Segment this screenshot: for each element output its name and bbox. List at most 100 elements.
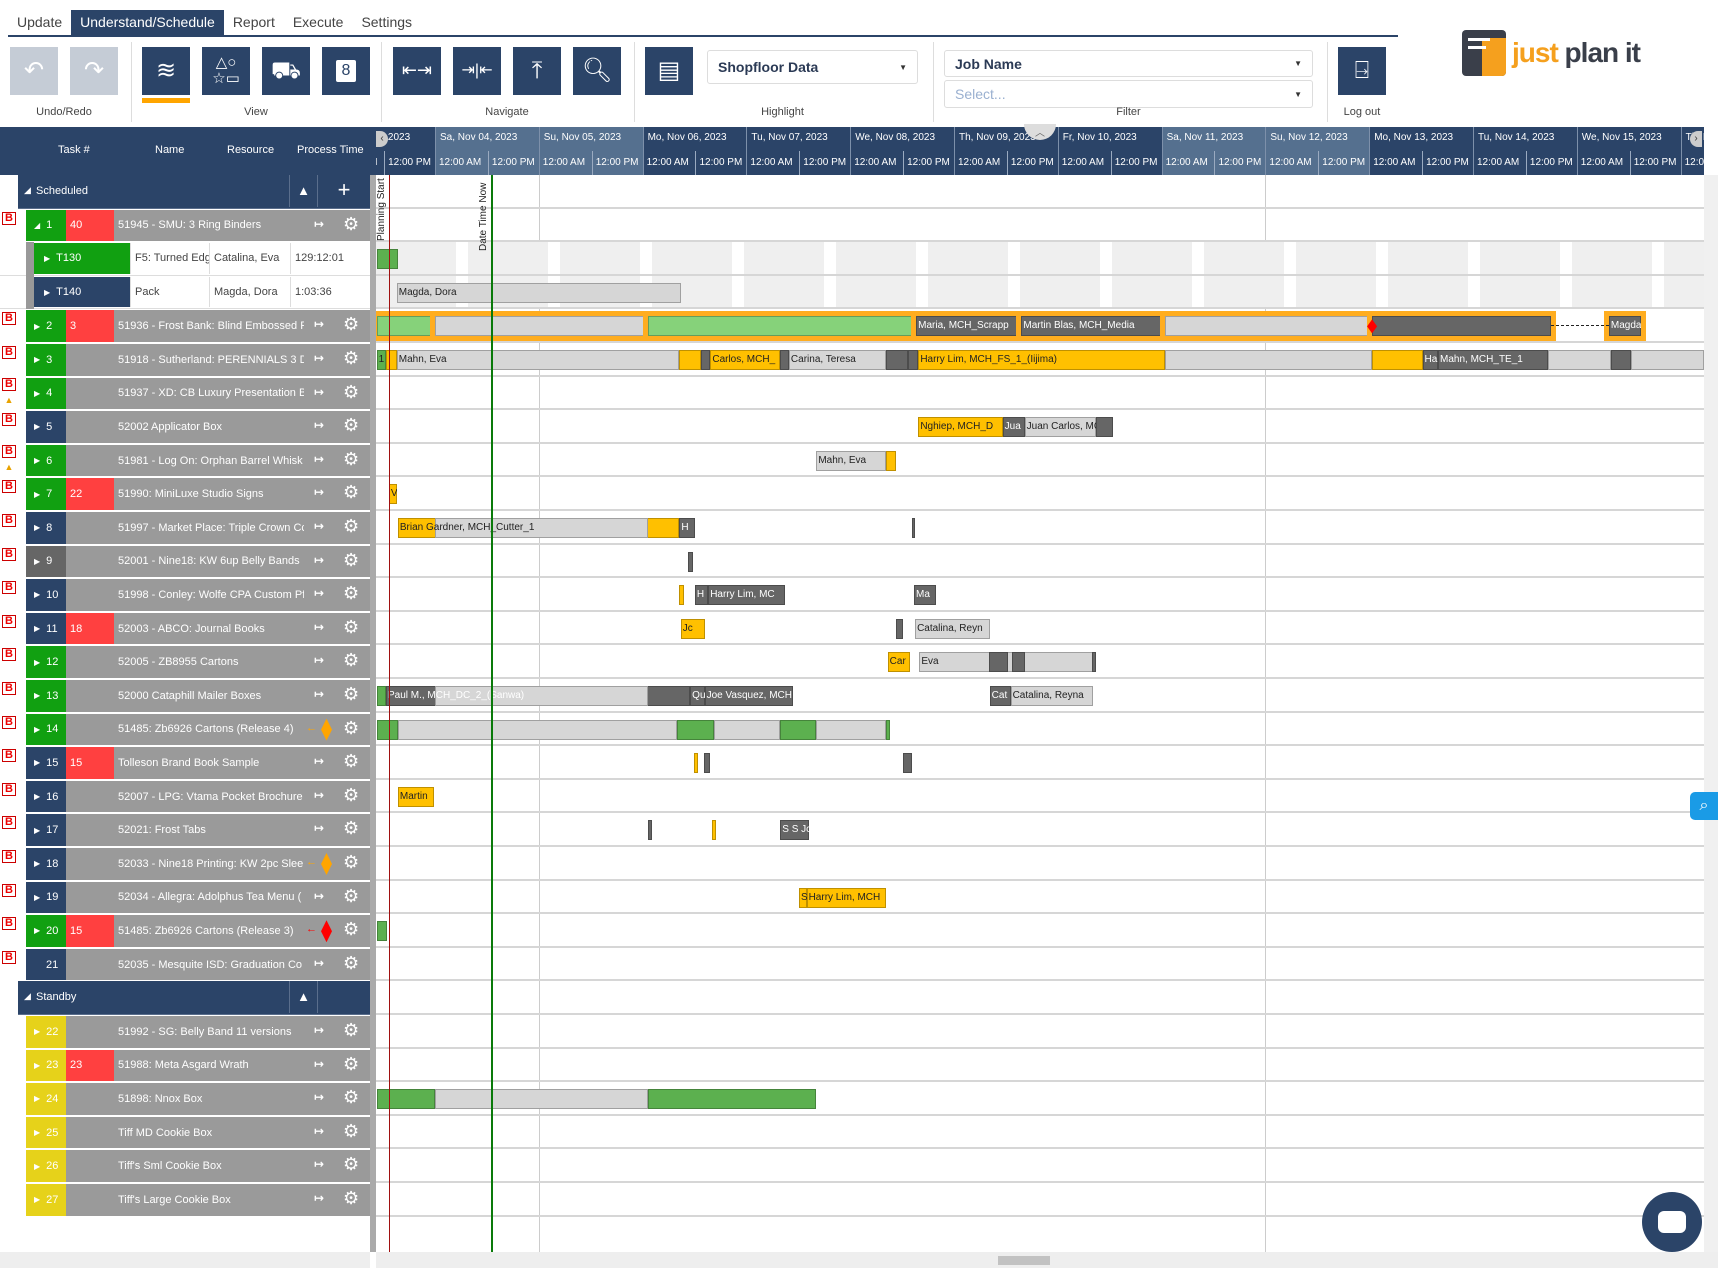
gear-icon[interactable]: ⚙ bbox=[343, 1053, 360, 1074]
task-bar[interactable] bbox=[885, 450, 897, 471]
task-bar[interactable] bbox=[679, 518, 695, 538]
expand-arrow-icon[interactable]: ▶ bbox=[34, 321, 41, 331]
task-number-cell[interactable]: ▶ 18 bbox=[26, 848, 66, 880]
expand-arrow-icon[interactable]: ▶ bbox=[34, 892, 41, 902]
task-bar[interactable] bbox=[1165, 350, 1373, 370]
add-button[interactable]: + bbox=[317, 175, 370, 207]
column-header-process-time[interactable]: Process Time bbox=[297, 144, 364, 156]
task-bar[interactable] bbox=[806, 887, 886, 908]
task-bar[interactable] bbox=[396, 350, 680, 370]
task-bar[interactable] bbox=[376, 1089, 435, 1110]
push-right-icon[interactable]: ↦ bbox=[314, 317, 325, 332]
task-bar[interactable] bbox=[693, 753, 699, 774]
filter-field-select[interactable]: Job Name ▼ bbox=[944, 50, 1313, 77]
b-badge-icon[interactable]: B bbox=[2, 749, 16, 763]
b-badge-icon[interactable]: B bbox=[2, 816, 16, 830]
task-bar[interactable] bbox=[912, 518, 916, 538]
gear-icon[interactable]: ⚙ bbox=[343, 415, 360, 436]
expand-arrow-icon[interactable]: ▶ bbox=[44, 287, 51, 297]
gear-icon[interactable]: ⚙ bbox=[343, 348, 360, 368]
collapse-triangle-icon[interactable]: ◢ bbox=[24, 991, 31, 1002]
chat-button[interactable] bbox=[1642, 1192, 1702, 1252]
expand-arrow-icon[interactable]: ▶ bbox=[34, 825, 41, 835]
task-bar[interactable] bbox=[679, 585, 684, 606]
task-bar[interactable] bbox=[1372, 316, 1551, 337]
expand-arrow-icon[interactable]: ▶ bbox=[34, 657, 41, 667]
task-bar[interactable] bbox=[1438, 350, 1548, 370]
job-row[interactable]: B ▶ 2 3 51936 - Frost Bank: Blind Embossed P… bbox=[0, 309, 370, 343]
task-number-cell[interactable]: ▶ 17 bbox=[26, 814, 66, 846]
task-bar[interactable] bbox=[385, 350, 397, 370]
expand-arrow-icon[interactable]: ▶ bbox=[34, 624, 41, 634]
expand-arrow-icon[interactable]: ▶ bbox=[34, 456, 41, 466]
job-row[interactable]: B ◢ 1 40 51945 - SMU: 3 Ring Binders ↦ ⚙ bbox=[0, 209, 370, 243]
task-number-cell[interactable]: ▶ 4 bbox=[26, 377, 66, 410]
task-bar[interactable] bbox=[435, 316, 648, 337]
task-bar[interactable] bbox=[918, 417, 1003, 438]
push-right-icon[interactable]: ↦ bbox=[314, 888, 325, 903]
task-bar[interactable] bbox=[690, 686, 705, 706]
expand-arrow-icon[interactable]: ▶ bbox=[34, 1195, 41, 1205]
job-row[interactable]: B ▲ ▶ 6 51981 - Log On: Orphan Barrel Whisk ↦… bbox=[0, 444, 370, 478]
b-badge-icon[interactable]: B bbox=[2, 950, 16, 964]
gear-icon[interactable]: ⚙ bbox=[343, 516, 360, 536]
task-list-splitter[interactable] bbox=[370, 175, 376, 1252]
task-bar[interactable] bbox=[918, 350, 1166, 370]
task-bar[interactable] bbox=[1096, 417, 1113, 438]
gear-icon[interactable]: ⚙ bbox=[343, 1154, 360, 1175]
collapse-triangle-icon[interactable]: ◢ bbox=[24, 185, 31, 195]
b-badge-icon[interactable]: B bbox=[2, 312, 16, 326]
task-bar[interactable] bbox=[1165, 316, 1373, 337]
job-row[interactable]: B ▶ 9 52001 - Nine18: KW 6up Belly Bands ↦ ⚙ bbox=[0, 545, 370, 579]
job-row[interactable]: B 21 52035 - Mesquite ISD: Graduation Co ↦ ⚙ bbox=[0, 948, 370, 982]
expand-arrow-icon[interactable]: ▶ bbox=[34, 1060, 41, 1070]
expand-arrow-icon[interactable]: ▶ bbox=[34, 724, 41, 734]
task-bar[interactable] bbox=[887, 652, 910, 673]
expand-arrow-icon[interactable]: ▶ bbox=[34, 859, 41, 869]
b-badge-icon[interactable]: B bbox=[2, 850, 16, 863]
task-bar[interactable] bbox=[1011, 652, 1025, 673]
task-bar[interactable] bbox=[701, 350, 711, 370]
scroll-left-button[interactable]: ‹ bbox=[376, 131, 388, 147]
task-number-cell[interactable]: ▶ 15 bbox=[26, 747, 66, 779]
gear-icon[interactable]: ⚙ bbox=[343, 919, 360, 940]
column-header-resource[interactable]: Resource bbox=[227, 144, 275, 156]
task-bar[interactable] bbox=[435, 1089, 648, 1110]
job-row[interactable]: B ▶ 18 52033 - Nine18 Printing: KW 2pc Slee… bbox=[0, 847, 370, 881]
b-badge-icon[interactable]: B bbox=[2, 480, 16, 494]
gear-icon[interactable]: ⚙ bbox=[343, 784, 360, 805]
push-right-icon[interactable]: ↦ bbox=[314, 619, 325, 634]
scrollbar-thumb[interactable] bbox=[998, 1256, 1050, 1265]
job-row[interactable]: B ▶ 7 22 51990: MiniLuxe Studio Signs ↦ ⚙ bbox=[0, 477, 370, 511]
highlight-button[interactable]: ▤ bbox=[645, 47, 693, 95]
task-bar[interactable] bbox=[376, 686, 386, 706]
task-bar[interactable] bbox=[1024, 417, 1096, 438]
move-up-button[interactable]: ▲ bbox=[289, 981, 317, 1014]
push-right-icon[interactable]: ↦ bbox=[314, 418, 325, 433]
task-bar[interactable] bbox=[1630, 350, 1704, 370]
push-right-icon[interactable]: ↦ bbox=[314, 687, 325, 701]
task-bar[interactable] bbox=[1608, 316, 1641, 337]
task-number-cell[interactable]: ▶ 6 bbox=[26, 444, 66, 477]
fit-view-button[interactable]: ⇤⇥ bbox=[393, 47, 441, 95]
push-right-icon[interactable]: ↦ bbox=[314, 1157, 325, 1172]
expand-arrow-icon[interactable]: ▶ bbox=[34, 1128, 41, 1138]
task-number-cell[interactable]: 21 bbox=[26, 948, 66, 981]
job-row[interactable]: ▶ 24 51898: Nnox Box ↦ ⚙ bbox=[0, 1082, 370, 1116]
gear-icon[interactable]: ⚙ bbox=[343, 1188, 360, 1208]
gear-icon[interactable]: ⚙ bbox=[343, 448, 360, 469]
job-row[interactable]: B ▶ 19 52034 - Allegra: Adolphus Tea Menu (… bbox=[0, 881, 370, 915]
resource-view-button[interactable]: ⛟ bbox=[262, 47, 310, 95]
job-row[interactable]: B ▲ ▶ 4 51937 - XD: CB Luxury Presentation B… bbox=[0, 377, 370, 411]
gear-icon[interactable]: ⚙ bbox=[343, 684, 360, 704]
push-right-icon[interactable]: ↦ bbox=[314, 451, 325, 466]
tab-update[interactable]: Update bbox=[17, 14, 63, 30]
job-row[interactable]: B ▶ 13 52000 Cataphill Mailer Boxes ↦ ⚙ bbox=[0, 679, 370, 713]
job-row[interactable]: B ▶ 15 15 Tolleson Brand Book Sample ↦ ⚙ bbox=[0, 746, 370, 780]
task-number-cell[interactable]: ▶ 13 bbox=[26, 680, 66, 712]
task-bar[interactable] bbox=[1422, 350, 1439, 370]
task-bar[interactable] bbox=[688, 551, 693, 572]
push-right-icon[interactable]: ↦ bbox=[314, 787, 325, 802]
b-badge-icon[interactable]: B bbox=[2, 346, 16, 359]
job-row[interactable]: B ▶ 3 51918 - Sutherland: PERENNIALS 3 DI ↦ ⚙ bbox=[0, 343, 370, 377]
